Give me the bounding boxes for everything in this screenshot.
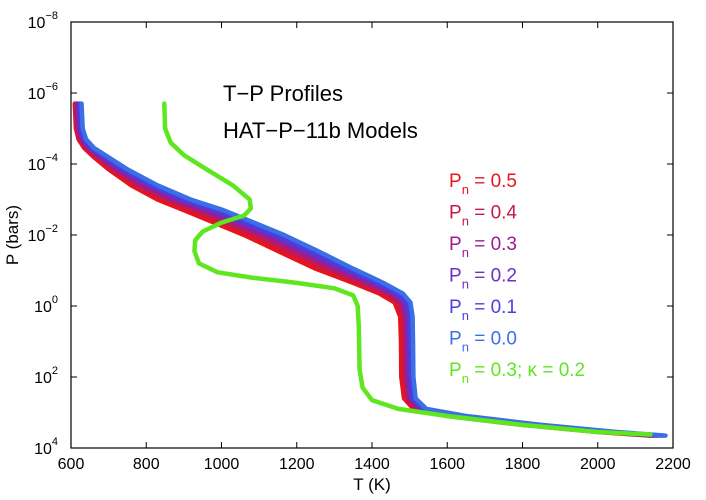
- y-tick-label-6: 104: [34, 436, 58, 458]
- series-line-6: [162, 101, 653, 437]
- x-tick-labels: 600 800 1000 1200 1400 1600 1800 2000 2200: [58, 456, 691, 473]
- legend-entry-6: Pn = 0.3; κ = 0.2: [449, 360, 585, 386]
- x-tick-label-0: 600: [58, 456, 85, 473]
- series-line-5: [79, 101, 668, 438]
- legend-entry-3: Pn = 0.2: [449, 266, 517, 292]
- y-tick-label-5: 102: [34, 365, 58, 387]
- y-tick-label-2: 10−4: [28, 152, 58, 174]
- x-tick-label-1: 800: [133, 456, 160, 473]
- x-tick-label-3: 1200: [279, 456, 315, 473]
- series-lines: [72, 101, 668, 438]
- x-tick-label-2: 1000: [204, 456, 240, 473]
- chart-title-line-2: HAT−P−11b Models: [223, 118, 418, 143]
- y-axis-label: P (bars): [3, 205, 22, 265]
- x-tick-label-8: 2200: [655, 456, 691, 473]
- legend-entry-0: Pn = 0.5: [449, 171, 517, 197]
- axis-ticks: [70, 21, 674, 449]
- legend-entry-2: Pn = 0.3: [449, 234, 517, 260]
- legend-entry-1: Pn = 0.4: [449, 203, 517, 229]
- legend-entry-5: Pn = 0.0: [449, 329, 517, 355]
- plot-frame: [70, 21, 674, 449]
- y-tick-label-0: 10−8: [28, 10, 58, 32]
- x-tick-label-4: 1400: [354, 456, 390, 473]
- x-axis-label: T (K): [353, 475, 390, 494]
- legend-entry-4: Pn = 0.1: [449, 297, 517, 323]
- legend: Pn = 0.5 Pn = 0.4 Pn = 0.3 Pn = 0.2 Pn = 0.1…: [449, 171, 585, 386]
- chart-title-line-1: T−P Profiles: [223, 81, 343, 106]
- x-tick-label-7: 2000: [580, 456, 616, 473]
- x-tick-label-5: 1600: [429, 456, 465, 473]
- x-tick-label-6: 1800: [505, 456, 541, 473]
- y-tick-label-3: 10−2: [28, 223, 58, 245]
- y-tick-label-1: 10−6: [28, 81, 58, 103]
- y-tick-labels: 10−8 10−6 10−4 10−2 100 102 104: [28, 10, 58, 458]
- y-tick-label-4: 100: [34, 294, 58, 316]
